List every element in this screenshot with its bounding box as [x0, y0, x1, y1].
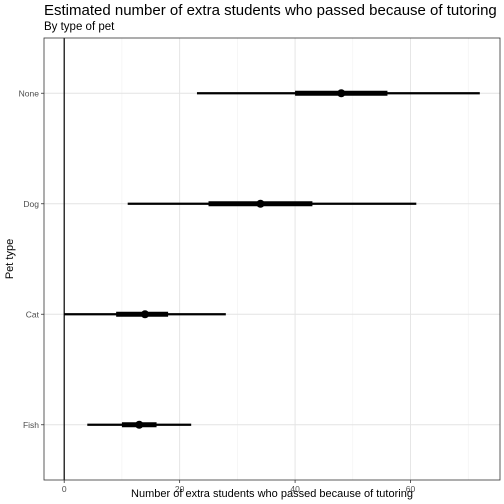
x-tick-label: 40	[290, 484, 300, 494]
y-tick-label: Cat	[26, 309, 40, 319]
chart-title: Estimated number of extra students who p…	[44, 2, 497, 19]
x-axis-title: Number of extra students who passed beca…	[131, 488, 413, 500]
point-estimate-cat	[141, 310, 150, 319]
y-axis-ticks: None Dog Cat Fish	[19, 88, 44, 430]
point-estimate-dog	[256, 199, 265, 208]
point-estimate-none	[337, 89, 346, 98]
y-tick-label: Dog	[23, 199, 39, 209]
x-tick-label: 0	[62, 484, 67, 494]
y-tick-label: Fish	[23, 420, 39, 430]
chart-subtitle: By type of pet	[44, 21, 115, 33]
y-axis-title: Pet type	[4, 239, 16, 279]
plot-border	[43, 37, 501, 481]
interval-marks	[64, 89, 480, 429]
y-tick-label: None	[19, 88, 40, 98]
point-estimate-fish	[135, 420, 144, 429]
x-axis-ticks: 0 20 40 60	[62, 480, 416, 494]
x-tick-label: 20	[175, 484, 185, 494]
x-tick-label: 60	[406, 484, 416, 494]
plot-panel	[44, 38, 500, 480]
